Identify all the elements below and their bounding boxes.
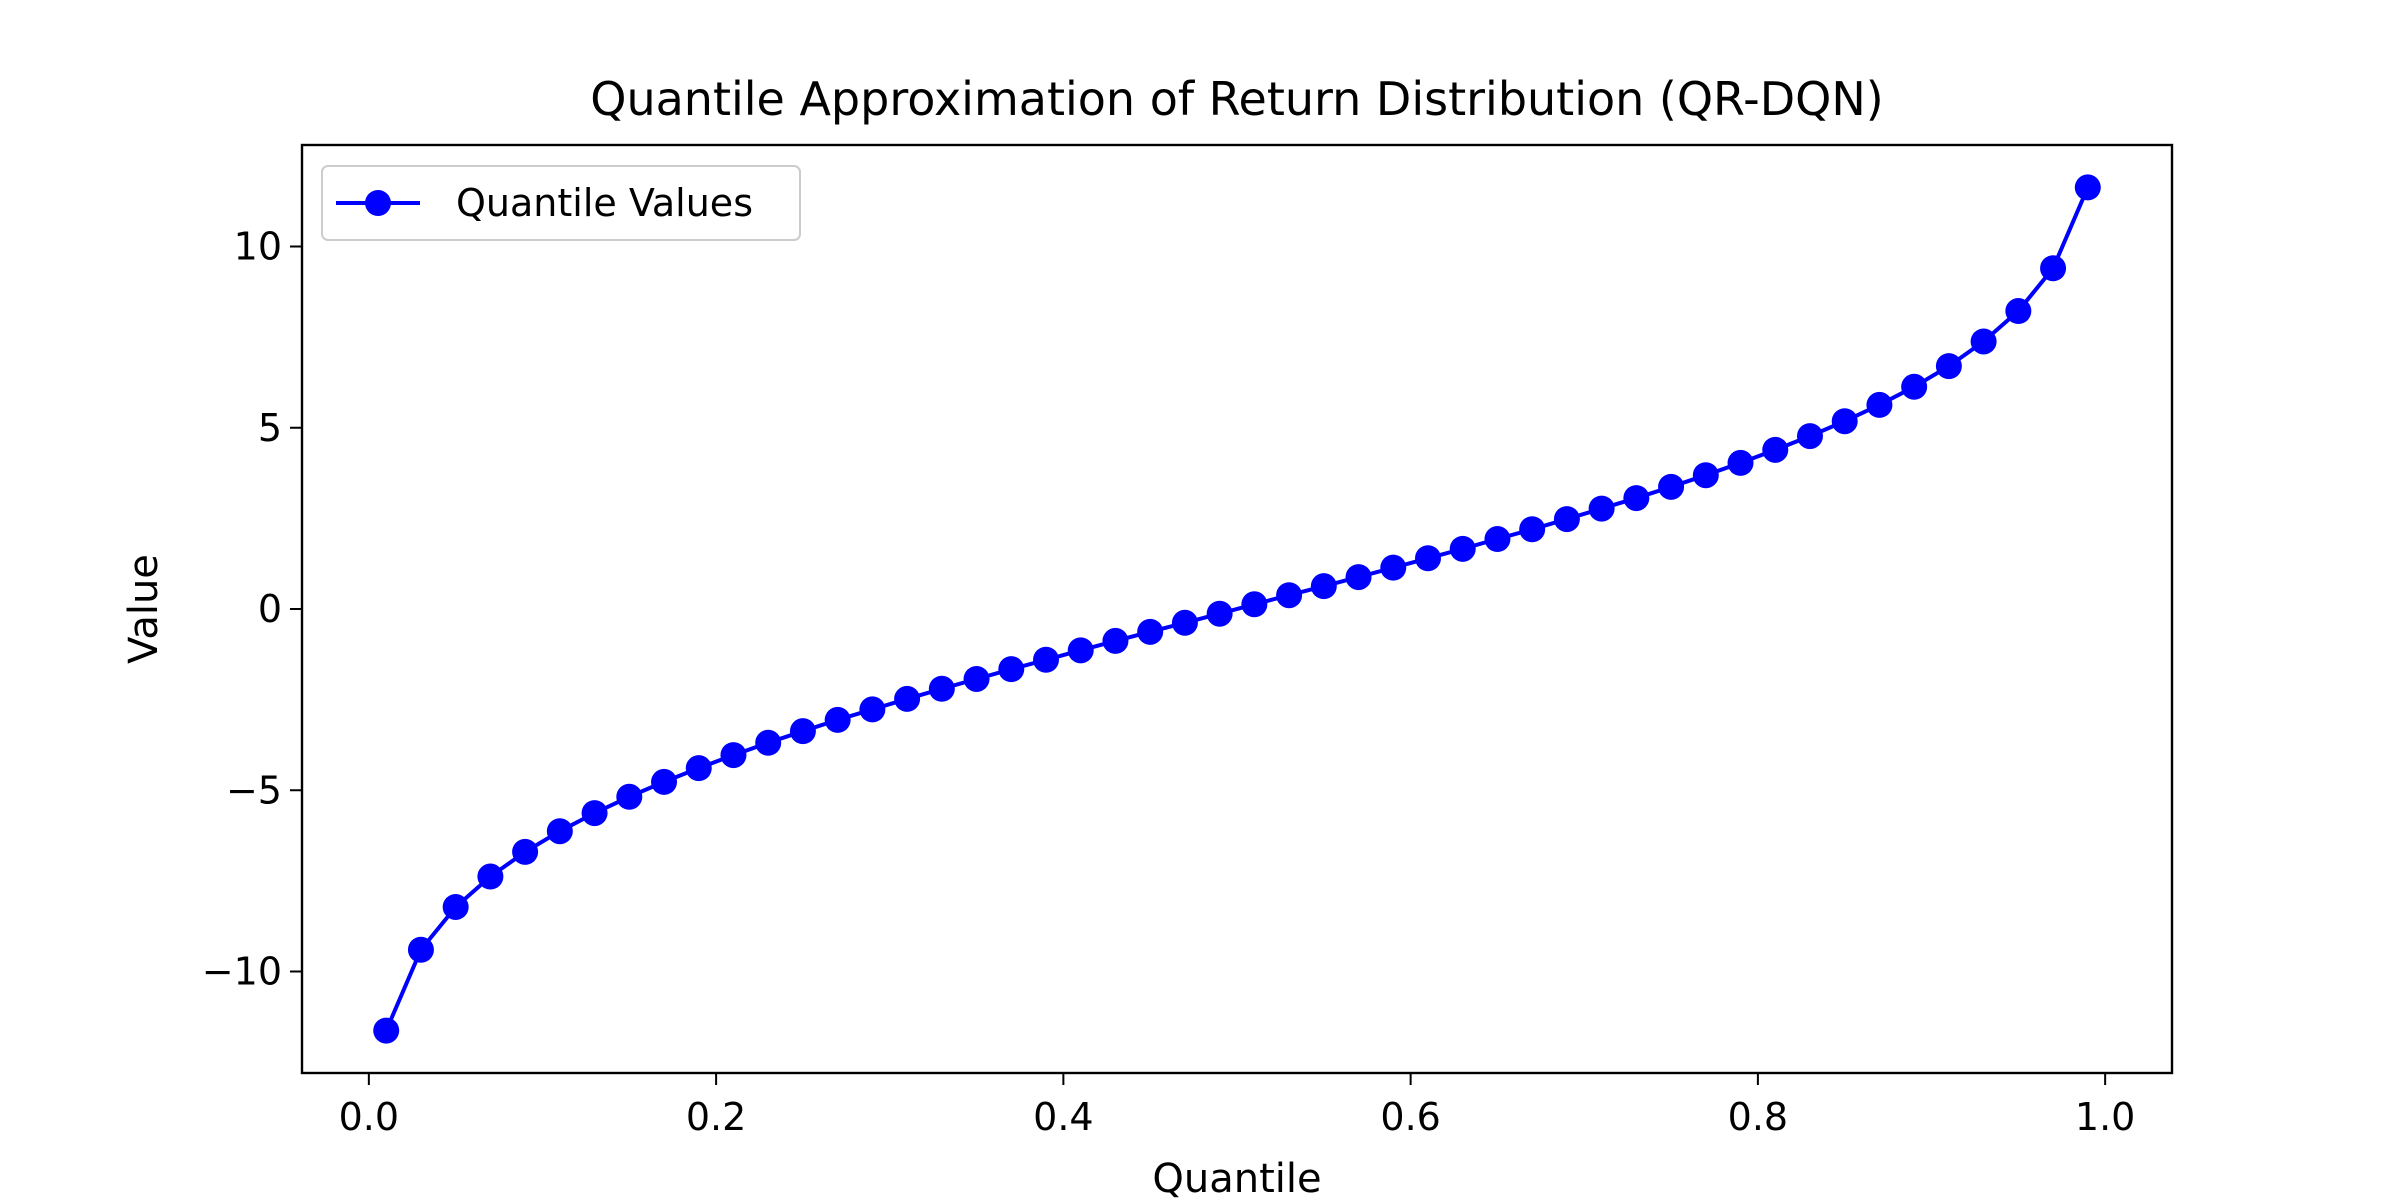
data-point xyxy=(1380,554,1407,581)
data-point xyxy=(1484,526,1511,553)
y-tick-label: −10 xyxy=(202,950,282,994)
data-point xyxy=(1033,646,1060,673)
data-point xyxy=(616,783,643,810)
data-point xyxy=(1692,462,1719,489)
data-point xyxy=(1796,423,1823,450)
data-point xyxy=(1276,582,1303,609)
data-point xyxy=(512,838,539,865)
data-point xyxy=(1067,637,1094,664)
series-layer xyxy=(373,174,2101,1044)
chart-title: Quantile Approximation of Return Distrib… xyxy=(590,72,1884,126)
data-point xyxy=(1310,573,1337,600)
data-point xyxy=(442,893,469,920)
data-point xyxy=(1970,328,1997,355)
data-point xyxy=(1831,408,1858,435)
data-point xyxy=(1519,516,1546,543)
y-tick-label: 10 xyxy=(234,225,282,269)
data-point xyxy=(998,656,1025,683)
data-point xyxy=(685,755,712,782)
data-point xyxy=(2005,298,2032,325)
x-tick-label: 0.0 xyxy=(339,1095,399,1139)
y-axis-ticks: −10 −5 0 5 10 xyxy=(202,225,302,994)
data-point xyxy=(1137,618,1164,645)
data-point xyxy=(859,696,886,723)
x-axis-label: Quantile xyxy=(1152,1156,1321,1200)
data-point xyxy=(1171,609,1198,636)
data-point xyxy=(581,800,608,827)
x-axis-ticks: 0.0 0.2 0.4 0.6 0.8 1.0 xyxy=(339,1073,2135,1139)
data-point xyxy=(407,936,434,963)
data-point xyxy=(1727,449,1754,476)
legend: Quantile Values xyxy=(321,165,801,241)
x-tick-label: 0.4 xyxy=(1033,1095,1093,1139)
data-point xyxy=(1553,506,1580,533)
data-point xyxy=(1901,373,1928,400)
data-point xyxy=(894,685,921,712)
x-tick-label: 0.8 xyxy=(1728,1095,1788,1139)
data-point xyxy=(963,665,990,692)
data-point xyxy=(928,675,955,702)
data-point xyxy=(1414,545,1441,572)
data-point xyxy=(1102,627,1129,654)
y-tick-label: 5 xyxy=(258,406,282,450)
legend-marker-swatch xyxy=(365,190,391,216)
data-point xyxy=(477,863,504,890)
data-point xyxy=(1206,600,1233,627)
data-point xyxy=(1345,564,1372,591)
x-tick-label: 0.6 xyxy=(1380,1095,1440,1139)
data-point xyxy=(1449,535,1476,562)
x-tick-label: 1.0 xyxy=(2075,1095,2135,1139)
data-point xyxy=(2040,255,2067,282)
data-point xyxy=(720,742,747,769)
legend-box xyxy=(321,165,801,241)
data-point xyxy=(1935,353,1962,380)
y-tick-label: 0 xyxy=(258,587,282,631)
legend-label: Quantile Values xyxy=(456,181,753,225)
data-point xyxy=(789,718,816,745)
y-axis-label: Value xyxy=(121,554,167,664)
data-point xyxy=(1623,485,1650,512)
data-point xyxy=(824,706,851,733)
data-point xyxy=(1588,495,1615,522)
data-point xyxy=(1241,591,1268,618)
data-point xyxy=(1658,473,1685,500)
y-tick-label: −5 xyxy=(226,768,282,812)
data-point xyxy=(546,818,573,845)
x-tick-label: 0.2 xyxy=(686,1095,746,1139)
data-point xyxy=(2074,174,2101,201)
data-point xyxy=(1762,436,1789,463)
data-point xyxy=(651,768,678,795)
data-point xyxy=(1866,391,1893,418)
data-point xyxy=(373,1017,400,1044)
data-point xyxy=(755,729,782,756)
